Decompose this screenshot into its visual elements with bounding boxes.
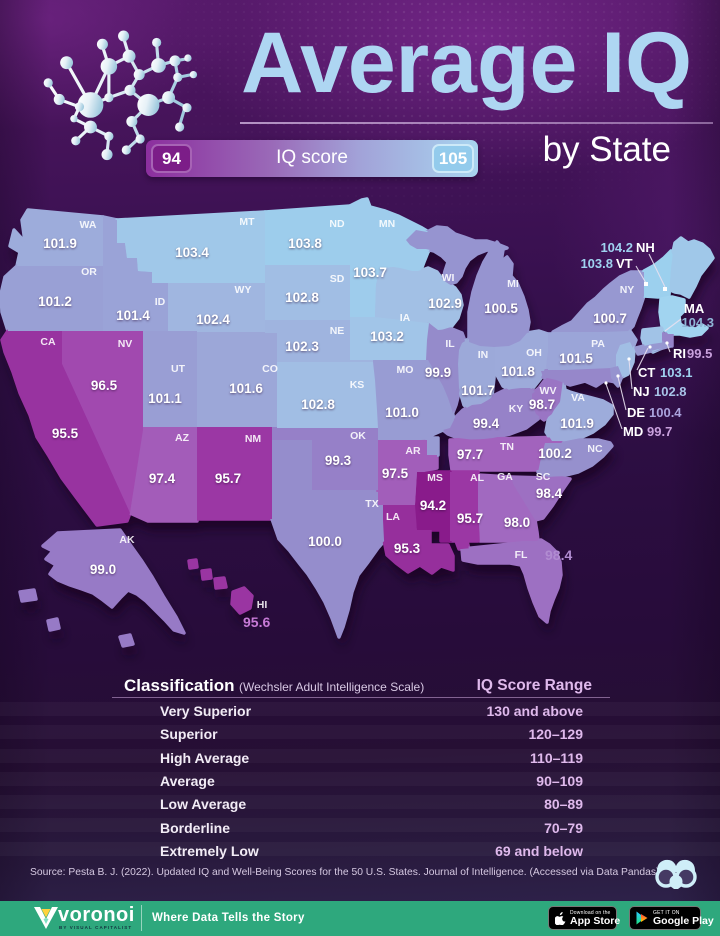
svg-text:MA: MA	[684, 301, 705, 316]
svg-text:FL: FL	[515, 549, 528, 561]
svg-text:NV: NV	[118, 338, 133, 350]
svg-text:103.7: 103.7	[353, 265, 387, 280]
svg-text:101.1: 101.1	[148, 391, 182, 406]
svg-text:95.7: 95.7	[457, 511, 483, 526]
svg-text:MS: MS	[427, 472, 443, 484]
svg-text:WI: WI	[442, 272, 455, 284]
svg-text:101.6: 101.6	[229, 381, 263, 396]
svg-text:KS: KS	[350, 379, 365, 391]
svg-text:101.4: 101.4	[116, 308, 150, 323]
svg-text:101.9: 101.9	[560, 416, 594, 431]
svg-text:99.5: 99.5	[687, 346, 712, 361]
svg-text:96.5: 96.5	[91, 378, 118, 393]
svg-text:OR: OR	[81, 266, 97, 278]
svg-text:98.4: 98.4	[545, 547, 572, 563]
svg-text:OH: OH	[526, 347, 542, 359]
svg-text:95.7: 95.7	[215, 471, 241, 486]
svg-text:100.4: 100.4	[649, 405, 682, 420]
svg-text:MO: MO	[397, 364, 414, 376]
svg-text:102.4: 102.4	[196, 312, 230, 327]
svg-text:NJ: NJ	[633, 384, 650, 399]
svg-text:AL: AL	[470, 472, 485, 484]
svg-text:101.2: 101.2	[38, 294, 72, 309]
svg-text:99.3: 99.3	[325, 453, 352, 468]
svg-text:MN: MN	[379, 218, 395, 230]
svg-text:104.3: 104.3	[681, 315, 714, 330]
svg-text:102.8: 102.8	[301, 397, 335, 412]
svg-text:IN: IN	[478, 349, 489, 361]
svg-text:MI: MI	[507, 278, 519, 290]
svg-text:97.5: 97.5	[382, 466, 409, 481]
svg-text:IL: IL	[445, 338, 455, 350]
svg-text:97.7: 97.7	[457, 447, 483, 462]
svg-text:101.9: 101.9	[43, 236, 77, 251]
svg-text:VA: VA	[571, 392, 585, 404]
svg-text:95.5: 95.5	[52, 426, 79, 441]
svg-text:101.0: 101.0	[385, 405, 419, 420]
svg-text:NH: NH	[636, 240, 655, 255]
svg-text:NM: NM	[245, 433, 262, 445]
svg-text:103.1: 103.1	[660, 365, 693, 380]
svg-text:LA: LA	[386, 511, 400, 523]
svg-text:PA: PA	[591, 338, 605, 350]
svg-text:DE: DE	[627, 405, 645, 420]
svg-text:ID: ID	[155, 296, 166, 308]
svg-text:IA: IA	[400, 312, 411, 324]
svg-text:WA: WA	[80, 219, 97, 231]
svg-text:NC: NC	[587, 443, 603, 455]
svg-text:95.3: 95.3	[394, 541, 421, 556]
svg-text:102.3: 102.3	[285, 339, 319, 354]
svg-text:101.7: 101.7	[461, 383, 495, 398]
svg-text:100.0: 100.0	[308, 534, 342, 549]
svg-text:102.8: 102.8	[285, 290, 319, 305]
svg-text:TN: TN	[500, 441, 514, 453]
svg-text:104.2: 104.2	[600, 240, 633, 255]
svg-text:100.2: 100.2	[538, 446, 572, 461]
svg-text:NE: NE	[330, 325, 345, 337]
svg-text:KY: KY	[509, 403, 524, 415]
svg-text:ND: ND	[329, 218, 345, 230]
svg-text:AK: AK	[119, 534, 135, 546]
svg-text:UT: UT	[171, 363, 186, 375]
svg-text:99.7: 99.7	[647, 424, 672, 439]
svg-text:CA: CA	[40, 336, 56, 348]
svg-text:WY: WY	[235, 284, 252, 296]
svg-text:GA: GA	[497, 471, 513, 483]
svg-text:101.5: 101.5	[559, 351, 593, 366]
svg-text:OK: OK	[350, 430, 366, 442]
svg-text:VT: VT	[616, 256, 633, 271]
svg-text:98.7: 98.7	[529, 397, 555, 412]
svg-text:97.4: 97.4	[149, 471, 176, 486]
svg-text:103.4: 103.4	[175, 245, 209, 260]
svg-text:103.8: 103.8	[288, 236, 322, 251]
svg-text:103.8: 103.8	[580, 256, 613, 271]
svg-text:CT: CT	[638, 365, 655, 380]
svg-text:CO: CO	[262, 363, 278, 375]
svg-text:99.0: 99.0	[90, 562, 116, 577]
svg-text:99.9: 99.9	[425, 365, 451, 380]
svg-text:WV: WV	[540, 385, 557, 397]
svg-text:99.4: 99.4	[473, 416, 500, 431]
svg-text:102.8: 102.8	[654, 384, 687, 399]
svg-text:94.2: 94.2	[420, 498, 446, 513]
svg-text:SD: SD	[330, 273, 345, 285]
svg-text:98.0: 98.0	[504, 515, 530, 530]
svg-text:95.6: 95.6	[243, 614, 270, 630]
svg-text:AZ: AZ	[175, 432, 190, 444]
svg-text:RI: RI	[673, 346, 686, 361]
svg-text:MD: MD	[623, 424, 643, 439]
svg-text:101.8: 101.8	[501, 364, 535, 379]
svg-text:103.2: 103.2	[370, 329, 404, 344]
svg-text:100.7: 100.7	[593, 311, 627, 326]
svg-text:AR: AR	[405, 445, 421, 457]
svg-text:NY: NY	[620, 284, 635, 296]
svg-text:98.4: 98.4	[536, 486, 563, 501]
svg-text:HI: HI	[257, 599, 268, 611]
svg-text:SC: SC	[536, 471, 551, 483]
svg-text:MT: MT	[239, 216, 255, 228]
svg-text:100.5: 100.5	[484, 301, 518, 316]
svg-text:TX: TX	[365, 498, 378, 510]
svg-text:102.9: 102.9	[428, 296, 462, 311]
